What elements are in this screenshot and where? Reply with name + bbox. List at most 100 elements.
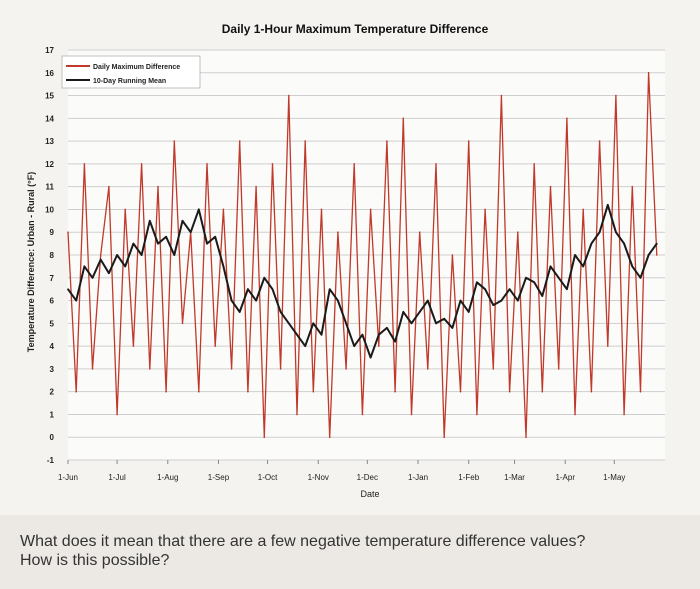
point-running-mean xyxy=(337,299,339,302)
point-daily-max xyxy=(525,436,527,439)
point-running-mean xyxy=(574,254,576,256)
point-daily-max xyxy=(214,345,217,347)
point-running-mean xyxy=(279,311,282,313)
point-running-mean xyxy=(451,327,454,329)
point-running-mean xyxy=(206,242,208,245)
point-running-mean xyxy=(549,265,552,268)
point-running-mean xyxy=(410,322,413,325)
point-running-mean xyxy=(615,231,617,234)
point-running-mean xyxy=(386,327,388,329)
y-tick-label: 0 xyxy=(50,433,55,442)
point-daily-max xyxy=(369,208,372,211)
point-running-mean xyxy=(557,276,560,279)
x-tick-label: 1-Jan xyxy=(408,473,428,482)
point-running-mean xyxy=(288,322,290,325)
point-daily-max xyxy=(165,390,167,393)
point-running-mean xyxy=(590,242,593,245)
point-running-mean xyxy=(582,265,585,268)
point-daily-max xyxy=(247,390,249,393)
x-tick-label: 1-Oct xyxy=(258,473,278,482)
y-tick-label: 16 xyxy=(45,69,54,78)
point-daily-max xyxy=(91,368,94,370)
point-daily-max xyxy=(566,117,568,120)
point-running-mean xyxy=(369,356,372,359)
y-tick-label: 14 xyxy=(45,114,54,123)
point-running-mean xyxy=(353,345,356,347)
point-daily-max xyxy=(647,71,650,74)
point-running-mean xyxy=(631,265,634,268)
point-daily-max xyxy=(582,208,585,211)
point-running-mean xyxy=(508,288,511,290)
y-tick-label: 3 xyxy=(50,365,55,374)
legend: Daily Maximum Difference 10-Day Running … xyxy=(61,55,201,89)
point-running-mean xyxy=(418,311,421,313)
point-running-mean xyxy=(492,304,495,306)
point-running-mean xyxy=(435,322,437,325)
point-daily-max xyxy=(230,368,233,370)
y-tick-label: -1 xyxy=(47,456,55,465)
point-daily-max xyxy=(418,231,421,234)
point-daily-max xyxy=(140,163,143,165)
legend-box xyxy=(61,55,201,89)
y-tick-label: 12 xyxy=(45,160,54,169)
point-daily-max xyxy=(516,231,519,234)
point-running-mean xyxy=(304,345,306,347)
point-running-mean xyxy=(467,311,470,313)
point-running-mean xyxy=(91,276,94,279)
point-running-mean xyxy=(443,317,445,320)
series-layer xyxy=(67,71,658,439)
point-daily-max xyxy=(656,254,658,256)
point-running-mean xyxy=(296,333,298,336)
point-daily-max xyxy=(83,163,86,165)
point-daily-max xyxy=(500,94,503,97)
y-axis-label: Temperature Difference: Urban - Rural (°… xyxy=(26,172,36,352)
point-daily-max xyxy=(116,413,118,416)
point-daily-max xyxy=(639,390,642,393)
point-daily-max xyxy=(443,436,445,439)
point-daily-max xyxy=(590,390,593,393)
point-running-mean xyxy=(525,276,527,279)
point-running-mean xyxy=(647,254,650,256)
point-running-mean xyxy=(148,220,151,222)
point-running-mean xyxy=(99,258,102,261)
point-daily-max xyxy=(288,94,290,97)
y-tick-label: 13 xyxy=(45,137,54,146)
x-tick-label: 1-Mar xyxy=(504,473,525,482)
point-daily-max xyxy=(451,254,454,256)
legend-label-mean: 10-Day Running Mean xyxy=(93,78,166,85)
grid-layer xyxy=(68,49,665,461)
question-line-2: How is this possible? xyxy=(20,552,170,569)
x-tick-label: 1-Dec xyxy=(357,473,378,482)
point-running-mean xyxy=(402,311,405,313)
point-daily-max xyxy=(181,322,184,325)
point-running-mean xyxy=(533,281,535,284)
point-daily-max xyxy=(148,368,151,370)
point-running-mean xyxy=(484,288,486,290)
point-running-mean xyxy=(124,265,127,268)
point-running-mean xyxy=(157,242,159,245)
point-running-mean xyxy=(345,322,347,325)
point-daily-max xyxy=(345,368,347,370)
point-running-mean xyxy=(500,299,503,302)
point-daily-max xyxy=(541,390,544,393)
point-daily-max xyxy=(615,94,617,97)
y-tick-label: 2 xyxy=(50,388,55,397)
question-text: What does it mean that there are a few n… xyxy=(20,532,690,570)
point-daily-max xyxy=(484,208,486,211)
y-tick-label: 1 xyxy=(50,410,55,419)
point-daily-max xyxy=(279,368,282,370)
point-daily-max xyxy=(492,368,495,370)
point-running-mean xyxy=(132,242,135,245)
point-running-mean xyxy=(516,299,519,302)
point-running-mean xyxy=(67,288,69,290)
point-daily-max xyxy=(206,163,208,165)
point-running-mean xyxy=(312,322,315,325)
chart-panel: -1 0 1 2 3 4 5 6 7 8 9 10 11 12 13 14 15 16 17 1-Jun 1-Jul 1-… xyxy=(0,0,700,515)
point-daily-max xyxy=(557,368,560,370)
y-tick-label: 8 xyxy=(50,251,55,260)
point-running-mean xyxy=(361,333,364,336)
x-tick-label: 1-May xyxy=(603,473,625,482)
point-daily-max xyxy=(124,208,127,211)
point-running-mean xyxy=(181,220,184,222)
point-daily-max xyxy=(598,140,601,142)
